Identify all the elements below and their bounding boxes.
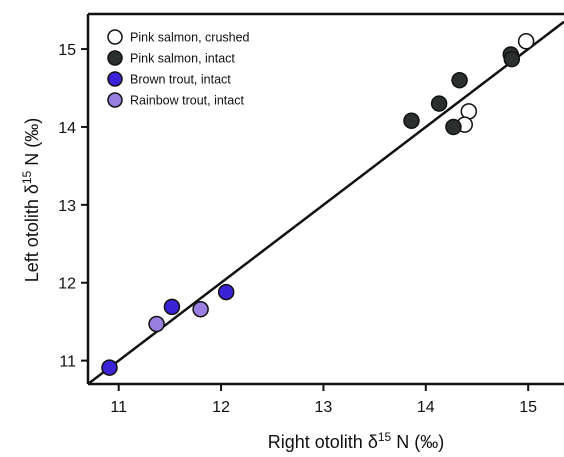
legend-marker (107, 92, 123, 108)
data-point (101, 359, 118, 376)
legend-marker (107, 71, 123, 87)
legend-marker (107, 50, 123, 66)
y-axis-ticks: 11 12 13 14 15 (58, 42, 88, 371)
data-point (503, 50, 521, 68)
x-tick-label: 11 (110, 399, 127, 416)
data-points (101, 33, 535, 376)
data-point (163, 298, 181, 316)
data-point (451, 71, 468, 89)
data-point (517, 33, 535, 50)
legend-marker (107, 29, 123, 45)
y-axis-label: Left otolith δ15 N (‰) (20, 118, 42, 282)
y-tick-label: 11 (59, 354, 76, 371)
plot-frame (86, 12, 564, 386)
x-axis-ticks: 11 12 13 14 15 (110, 384, 537, 416)
y-tick-label: 12 (58, 276, 76, 293)
reference-line-group (87, 20, 564, 385)
y-tick-label: 14 (58, 120, 76, 137)
x-tick-label: 12 (212, 399, 230, 416)
x-tick-label: 13 (315, 399, 333, 416)
legend-label: Pink salmon, crushed (130, 31, 250, 45)
x-tick-label: 15 (519, 399, 537, 416)
y-tick-label: 13 (58, 198, 76, 215)
legend-label: Rainbow trout, intact (130, 94, 244, 108)
data-point (148, 315, 165, 333)
y-tick-label: 15 (58, 42, 76, 59)
data-point (430, 95, 448, 112)
legend: Pink salmon, crushed Pink salmon, intact B… (107, 29, 250, 108)
x-tick-label: 14 (417, 399, 435, 416)
data-point (403, 112, 420, 129)
data-point (192, 300, 209, 318)
legend-label: Pink salmon, intact (130, 52, 235, 66)
data-point (217, 283, 235, 301)
x-axis-label: Right otolith δ15 N (‰) (268, 430, 444, 452)
legend-label: Brown trout, intact (130, 73, 231, 87)
data-point (445, 118, 462, 136)
one-to-one-line (87, 20, 564, 385)
